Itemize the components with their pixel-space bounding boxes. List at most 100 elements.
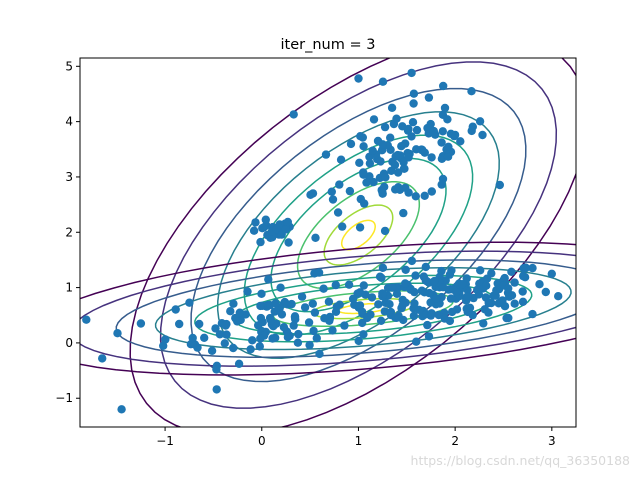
scatter-point <box>185 298 194 307</box>
scatter-point <box>256 313 266 323</box>
scatter-point <box>277 310 287 319</box>
scatter-point <box>420 148 429 157</box>
scatter-point <box>481 293 491 302</box>
scatter-point <box>283 333 293 342</box>
y-tick-label: 0 <box>65 336 73 350</box>
scatter-point <box>462 274 471 283</box>
scatter-point <box>392 289 402 298</box>
scatter-point <box>268 334 277 343</box>
scatter-point <box>387 283 397 292</box>
contour-line <box>154 266 572 351</box>
scatter-point <box>369 177 378 187</box>
scatter-point <box>439 81 448 91</box>
scatter-point <box>421 276 430 285</box>
scatter-point <box>399 164 409 173</box>
scatter-point <box>510 299 519 308</box>
scatter-point <box>378 189 387 198</box>
scatter-point <box>321 150 331 159</box>
scatter-point <box>283 217 292 227</box>
scatter-point <box>190 340 200 349</box>
scatter-point <box>331 280 340 290</box>
scatter-point <box>427 187 436 196</box>
scatter-point <box>308 299 317 308</box>
scatter-point <box>465 303 475 312</box>
scatter-point <box>336 155 346 164</box>
scatter-point <box>222 330 231 339</box>
scatter-point <box>255 342 264 351</box>
scatter-point <box>113 329 122 338</box>
scatter-point <box>421 262 430 272</box>
scatter-point <box>409 99 418 108</box>
scatter-point <box>221 321 230 330</box>
scatter-point <box>445 316 455 326</box>
scatter-point <box>410 299 419 308</box>
contour-line <box>159 61 558 409</box>
scatter-point <box>356 132 365 141</box>
scatter-point <box>475 117 485 126</box>
scatter-point <box>358 307 367 316</box>
contour-line <box>323 204 394 266</box>
scatter-point <box>117 405 126 414</box>
scatter-point <box>320 314 329 323</box>
scatter-point <box>215 330 225 339</box>
scatter-point <box>304 318 314 327</box>
scatter-point <box>380 307 389 316</box>
scatter-point <box>407 256 417 266</box>
scatter-point <box>409 89 419 98</box>
scatter-point <box>378 263 388 272</box>
scatter-point <box>361 290 370 299</box>
scatter-point <box>394 183 403 192</box>
scatter-point <box>535 280 544 289</box>
scatter-point <box>257 289 266 298</box>
x-tick-label: 1 <box>355 434 363 448</box>
scatter-point <box>195 319 204 329</box>
scatter-point <box>385 300 394 309</box>
scatter-point <box>82 315 91 324</box>
scatter-point <box>476 266 485 275</box>
scatter-point <box>401 265 410 274</box>
scatter-point <box>412 125 422 135</box>
scatter-point <box>480 305 489 314</box>
scatter-point <box>287 299 296 309</box>
scatter-point <box>387 103 397 113</box>
scatter-point <box>367 293 377 302</box>
scatter-point <box>380 226 390 236</box>
scatter-point <box>391 152 400 161</box>
scatter-point <box>507 267 516 276</box>
scatter-point <box>456 137 465 146</box>
scatter-point <box>328 195 338 204</box>
scatter-point <box>528 309 537 319</box>
x-tick-label: 3 <box>548 434 556 448</box>
scatter-point <box>311 233 320 242</box>
scatter-point <box>443 152 453 161</box>
scatter-point <box>440 103 450 113</box>
scatter-point <box>256 237 265 247</box>
scatter-point <box>293 338 303 347</box>
scatter-point <box>437 266 446 276</box>
scatter-point <box>335 180 344 189</box>
scatter-point <box>447 307 457 317</box>
scatter-point <box>243 287 252 296</box>
scatter-point <box>452 287 461 297</box>
scatter-point <box>200 333 209 342</box>
scatter-point <box>378 140 387 149</box>
contour-line <box>296 181 421 290</box>
scatter-point <box>404 188 413 197</box>
scatter-point <box>504 284 513 293</box>
scatter-point <box>474 290 484 299</box>
scatter-point <box>188 333 197 343</box>
scatter-point <box>510 278 519 287</box>
x-tick-label: 0 <box>258 434 266 448</box>
scatter-point <box>354 336 363 346</box>
scatter-point <box>390 160 400 170</box>
y-tick-label: 4 <box>65 115 73 129</box>
scatter-point <box>346 139 356 149</box>
scatter-point <box>438 127 447 136</box>
scatter-point <box>479 319 488 328</box>
axes-frame <box>79 57 577 428</box>
x-tick-label: −1 <box>156 434 174 448</box>
scatter-point <box>289 321 298 330</box>
scatter-point <box>386 133 395 142</box>
scatter-point <box>424 93 434 102</box>
scatter-point <box>407 132 416 141</box>
